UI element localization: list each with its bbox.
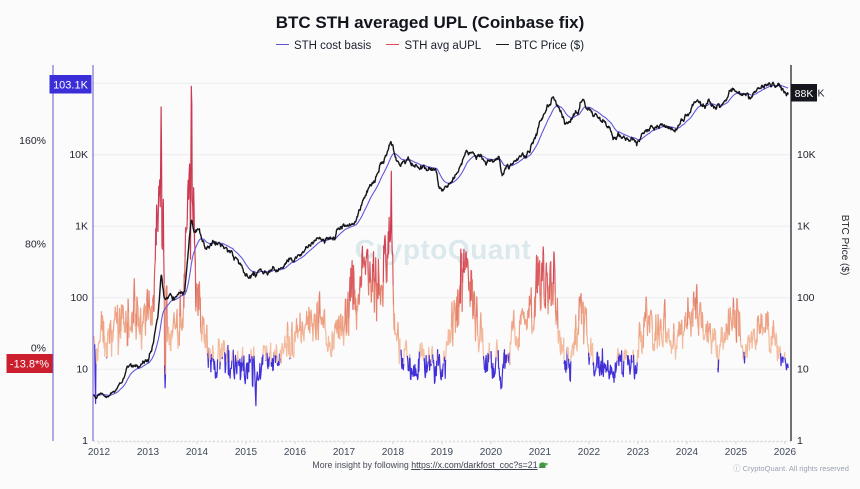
svg-text:2026: 2026 xyxy=(774,447,797,458)
svg-text:2022: 2022 xyxy=(578,447,601,458)
svg-text:103.1K: 103.1K xyxy=(53,80,89,92)
svg-text:1K: 1K xyxy=(797,221,810,233)
svg-text:2024: 2024 xyxy=(676,447,699,458)
svg-text:2015: 2015 xyxy=(235,447,258,458)
svg-text:2018: 2018 xyxy=(382,447,405,458)
svg-text:2023: 2023 xyxy=(627,447,650,458)
svg-text:10: 10 xyxy=(76,364,88,376)
svg-text:1: 1 xyxy=(797,435,803,447)
svg-text:BTC Price ($): BTC Price ($) xyxy=(839,215,850,276)
svg-text:2014: 2014 xyxy=(186,447,209,458)
svg-text:1: 1 xyxy=(82,435,88,447)
svg-text:160%: 160% xyxy=(19,135,46,147)
svg-text:2021: 2021 xyxy=(529,447,552,458)
svg-text:10: 10 xyxy=(797,364,809,376)
svg-text:100: 100 xyxy=(797,292,815,304)
svg-text:2019: 2019 xyxy=(431,447,454,458)
svg-text:100: 100 xyxy=(70,292,88,304)
svg-text:CryptoQuant: CryptoQuant xyxy=(355,234,532,265)
svg-text:1K: 1K xyxy=(75,221,88,233)
svg-text:2012: 2012 xyxy=(88,447,111,458)
svg-text:10K: 10K xyxy=(797,149,816,161)
svg-text:0%: 0% xyxy=(31,342,46,354)
svg-text:80%: 80% xyxy=(25,239,46,251)
svg-text:2020: 2020 xyxy=(480,447,503,458)
svg-text:2016: 2016 xyxy=(284,447,307,458)
svg-text:10K: 10K xyxy=(69,149,88,161)
svg-text:2017: 2017 xyxy=(333,447,356,458)
svg-text:88K: 88K xyxy=(795,88,814,100)
svg-text:2025: 2025 xyxy=(725,447,748,458)
svg-text:2013: 2013 xyxy=(137,447,160,458)
svg-text:-13.8*%: -13.8*% xyxy=(10,359,49,371)
